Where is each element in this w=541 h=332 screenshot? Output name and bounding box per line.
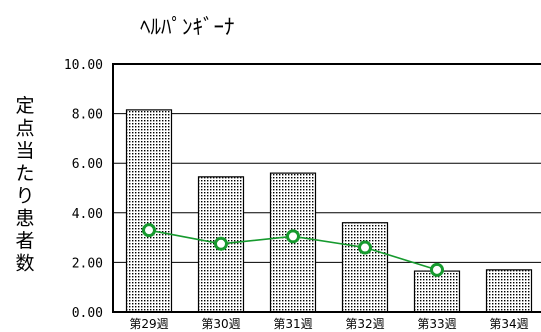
- chart-title: ﾍﾙﾊﾟﾝｷﾞｰﾅ: [140, 15, 235, 39]
- x-tick-label: 第29週: [129, 317, 168, 331]
- plot-frame: [112, 63, 541, 313]
- y-tick-label: 6.00: [72, 157, 103, 172]
- average-point: [286, 229, 300, 244]
- y-tick-label: 0.00: [72, 306, 103, 321]
- average-point: [358, 240, 372, 255]
- x-tick-label: 第33週: [417, 317, 456, 331]
- y-tick-label: 8.00: [72, 108, 103, 123]
- average-line-series: [142, 223, 444, 277]
- gridlines: [113, 113, 541, 263]
- y-tick-labels: 0.00 2.00 4.00 6.00 8.00 10.00: [64, 58, 103, 321]
- average-point: [142, 223, 156, 238]
- y-axis-label-char: た: [15, 163, 34, 185]
- y-tick-label: 2.00: [72, 256, 103, 271]
- bar: [485, 269, 533, 313]
- y-axis-label-char: 当: [15, 140, 34, 162]
- y-axis-label-char: 定: [15, 95, 34, 117]
- x-tick-label: 第30週: [201, 317, 240, 331]
- y-axis-label-char: 患: [15, 208, 34, 230]
- x-tick-label: 第34週: [489, 317, 528, 331]
- bar-series: [125, 109, 533, 313]
- y-tick-label: 10.00: [64, 58, 103, 73]
- bar: [125, 109, 173, 313]
- y-tick-label: 4.00: [72, 207, 103, 222]
- x-tick-labels: 第29週 第30週 第31週 第32週 第33週 第34週: [129, 317, 528, 331]
- x-tick-label: 第31週: [273, 317, 312, 331]
- y-axis-label-char: 者: [15, 230, 34, 252]
- average-point: [214, 236, 228, 251]
- bar: [341, 222, 389, 313]
- y-axis-label-char: 点: [15, 118, 34, 140]
- bar: [413, 270, 461, 313]
- y-axis-label-char: 数: [15, 253, 34, 275]
- y-axis-label-char: り: [15, 185, 34, 207]
- x-tick-label: 第32週: [345, 317, 384, 331]
- average-point: [430, 262, 444, 277]
